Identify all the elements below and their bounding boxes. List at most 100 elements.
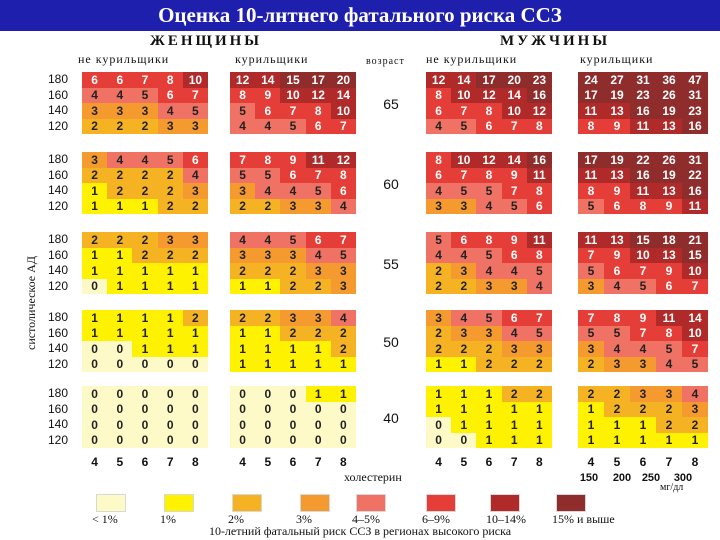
risk-cell: 1 xyxy=(157,278,183,294)
risk-cell: 1 xyxy=(132,310,158,326)
risk-cell: 1 xyxy=(82,325,108,341)
risk-cell: 4 xyxy=(280,183,306,199)
risk-cell: 1 xyxy=(157,325,183,341)
risk-cell: 31 xyxy=(630,72,656,88)
risk-cell: 23 xyxy=(682,103,708,119)
risk-cell: 0 xyxy=(230,417,256,433)
sbp-row-label: 160 xyxy=(47,167,68,182)
sbp-row-label: 120 xyxy=(47,278,68,293)
risk-cell: 10 xyxy=(330,103,356,119)
risk-cell: 6 xyxy=(182,152,208,168)
risk-cell: 0 xyxy=(426,432,452,448)
risk-cell: 13 xyxy=(604,232,630,248)
risk-cell: 22 xyxy=(682,167,708,183)
cholesterol-tick: 8 xyxy=(691,455,699,469)
risk-cell: 2 xyxy=(280,325,306,341)
mmol-tick: 300 xyxy=(673,472,693,484)
risk-cell: 11 xyxy=(526,232,552,248)
risk-cell: 3 xyxy=(682,401,708,417)
risk-cell: 5 xyxy=(280,118,306,134)
cholesterol-tick: 4 xyxy=(435,455,442,469)
sbp-row-label: 180 xyxy=(47,232,68,246)
risk-cell: 6 xyxy=(157,87,183,103)
risk-cell: 2 xyxy=(182,198,208,214)
risk-cell: 3 xyxy=(132,103,158,119)
risk-cell: 1 xyxy=(132,263,158,279)
risk-cell: 7 xyxy=(305,167,331,183)
risk-cell: 8 xyxy=(630,198,656,214)
risk-cell: 20 xyxy=(501,72,527,88)
risk-cell: 7 xyxy=(182,87,208,103)
risk-cell: 3 xyxy=(82,152,108,168)
risk-cell: 10 xyxy=(451,152,477,168)
risk-cell: 0 xyxy=(82,432,108,448)
risk-cell: 2 xyxy=(526,386,552,402)
risk-cell: 4 xyxy=(330,310,356,326)
risk-cell: 6 xyxy=(82,72,108,88)
risk-cell: 2 xyxy=(255,263,281,279)
risk-cell: 2 xyxy=(107,183,133,199)
risk-cell: 8 xyxy=(476,232,502,248)
risk-cell: 2 xyxy=(451,341,477,357)
risk-cell: 2 xyxy=(182,247,208,263)
risk-cell: 12 xyxy=(476,87,502,103)
risk-cell: 5 xyxy=(526,263,552,279)
risk-cell: 8 xyxy=(305,103,331,119)
sbp-row-label: 120 xyxy=(47,356,68,371)
risk-cell: 1 xyxy=(426,386,452,402)
risk-cell: 4 xyxy=(255,118,281,134)
risk-cell: 2 xyxy=(476,341,502,357)
cholesterol-tick: 8 xyxy=(340,455,347,469)
risk-cell: 1 xyxy=(157,341,183,357)
risk-cell: 0 xyxy=(107,432,133,448)
legend-swatch xyxy=(556,494,586,512)
risk-cell: 0 xyxy=(82,278,108,294)
risk-cell: 1 xyxy=(426,401,452,417)
risk-cell: 1 xyxy=(230,278,256,294)
women-header: ЖЕНЩИНЫ xyxy=(150,33,263,49)
cholesterol-tick: 4 xyxy=(91,455,98,469)
risk-cell: 10 xyxy=(682,325,708,341)
risk-cell: 6 xyxy=(604,263,630,279)
risk-cell: 2 xyxy=(426,341,452,357)
legend-label: < 1% xyxy=(92,512,118,526)
sbp-row-label: 120 xyxy=(47,198,68,213)
risk-cell: 4 xyxy=(501,263,527,279)
risk-cell: 6 xyxy=(305,118,331,134)
risk-cell: 4 xyxy=(426,118,452,134)
cholesterol-tick: 7 xyxy=(166,455,174,469)
cholesterol-tick: 5 xyxy=(460,455,468,469)
risk-cell: 1 xyxy=(305,386,331,402)
risk-cell: 11 xyxy=(578,103,604,119)
risk-cell: 1 xyxy=(157,263,183,279)
risk-cell: 1 xyxy=(451,386,477,402)
sbp-row-label: 160 xyxy=(47,401,68,416)
risk-cell: 8 xyxy=(330,167,356,183)
risk-cell: 7 xyxy=(132,72,158,88)
risk-cell: 3 xyxy=(451,325,477,341)
risk-cell: 3 xyxy=(630,356,656,372)
risk-cell: 1 xyxy=(604,417,630,433)
risk-cell: 0 xyxy=(230,401,256,417)
risk-cell: 5 xyxy=(604,325,630,341)
risk-cell: 0 xyxy=(305,417,331,433)
risk-cell: 0 xyxy=(132,432,158,448)
risk-cell: 4 xyxy=(230,118,256,134)
cholesterol-tick: 8 xyxy=(536,455,543,469)
sbp-row-label: 180 xyxy=(47,152,68,166)
risk-cell: 5 xyxy=(451,118,477,134)
cholesterol-tick: 4 xyxy=(587,455,595,469)
risk-cell: 6 xyxy=(330,183,356,199)
risk-cell: 2 xyxy=(255,310,281,326)
mmol-unit: мг/дл xyxy=(660,482,684,493)
risk-cell: 0 xyxy=(82,401,108,417)
risk-cell: 0 xyxy=(157,356,183,372)
risk-cell: 2 xyxy=(656,417,682,433)
legend-label: 4–5% xyxy=(352,512,380,526)
risk-cell: 0 xyxy=(132,417,158,433)
risk-cell: 6 xyxy=(255,103,281,119)
risk-cell: 4 xyxy=(107,87,133,103)
risk-cell: 16 xyxy=(630,103,656,119)
